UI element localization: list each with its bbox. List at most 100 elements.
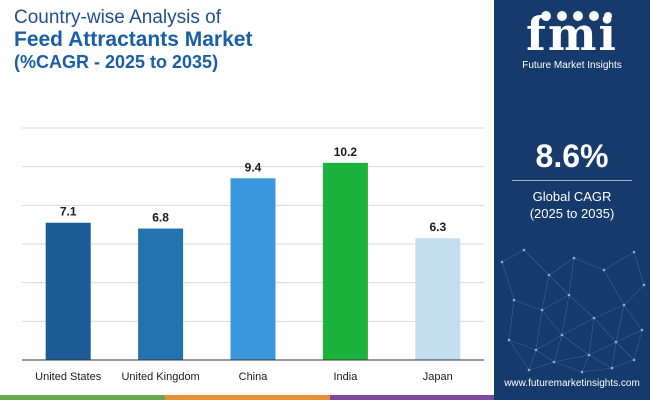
bar-united-kingdom [138, 228, 184, 360]
network-line [528, 349, 537, 371]
bar-china [230, 178, 276, 360]
network-line [581, 354, 590, 373]
network-line [615, 341, 635, 361]
network-line [633, 251, 645, 286]
bar-chart: 7.1 6.8 9.4 10.2 6.3 United States United Kin… [22, 127, 484, 383]
tick-label-united-states: United States [35, 371, 102, 383]
network-line [615, 304, 625, 343]
network-line [603, 269, 625, 306]
network-line [588, 354, 613, 369]
value-label-united-states: 7.1 [60, 205, 77, 219]
network-line [588, 341, 617, 356]
network-line [561, 294, 570, 336]
network-dot [512, 298, 516, 302]
website-link[interactable]: www.futuremarketinsights.com [504, 378, 640, 389]
network-line [548, 274, 570, 296]
network-dot [567, 293, 571, 297]
network-line [553, 334, 563, 363]
tick-label-united-kingdom: United Kingdom [121, 371, 199, 383]
network-line [541, 309, 563, 336]
network-dot [500, 260, 504, 264]
network-line [593, 317, 617, 343]
strip-segment [330, 395, 494, 400]
network-line [523, 249, 550, 276]
tick-label-japan: Japan [423, 371, 453, 383]
network-line [573, 257, 605, 271]
network-line [633, 329, 643, 361]
x-tick-labels: United States United Kingdom China India Jap… [35, 371, 453, 383]
value-label-united-kingdom: 6.8 [152, 211, 169, 225]
network-line [561, 334, 590, 356]
network-dot [547, 273, 551, 277]
company-logo: fmi Future Market Insights [494, 8, 650, 71]
bar-united-states [45, 222, 91, 360]
network-dot [560, 333, 564, 337]
tick-label-china: China [239, 371, 269, 383]
network-line [603, 251, 635, 271]
network-dot [527, 368, 531, 372]
network-dot [507, 338, 511, 342]
value-label-japan: 6.3 [429, 220, 446, 234]
network-line [581, 367, 613, 373]
network-line [541, 294, 570, 311]
network-dot [614, 340, 618, 344]
network-line [561, 317, 595, 336]
strip-segment [0, 395, 165, 400]
network-line [553, 361, 583, 373]
bars [45, 162, 461, 360]
network-dot [534, 348, 538, 352]
network-dot [522, 248, 526, 252]
network-dot [540, 308, 544, 312]
network-line [615, 329, 643, 343]
bar-japan [415, 238, 461, 360]
cagr-divider [512, 180, 632, 181]
network-line [541, 274, 550, 311]
network-line [623, 284, 645, 306]
global-cagr-period: (2025 to 2035) [529, 206, 615, 221]
value-label-india: 10.2 [334, 145, 358, 159]
network-dot [610, 366, 614, 370]
strip-segment [165, 395, 330, 400]
network-line [568, 294, 595, 319]
value-label-china: 9.4 [245, 160, 262, 174]
network-line [501, 261, 515, 301]
title-line-2: Feed Attractants Market [14, 28, 253, 51]
network-dot [640, 328, 644, 332]
network-line [593, 304, 625, 319]
network-line [508, 339, 537, 351]
network-line [548, 257, 575, 276]
network-dot [572, 256, 576, 260]
network-line [535, 349, 555, 363]
title-line-3: (%CAGR - 2025 to 2035) [14, 52, 219, 72]
global-cagr-label: Global CAGR [532, 189, 612, 204]
network-line [508, 299, 515, 341]
network-dot [587, 353, 591, 357]
logo-subtitle: Future Market Insights [522, 60, 622, 71]
bar-india [322, 162, 368, 360]
logo-icons [541, 11, 612, 21]
strip-segment [494, 395, 650, 400]
network-line [611, 359, 635, 369]
network-decoration [500, 248, 646, 374]
global-cagr-value: 8.6% [535, 138, 609, 174]
network-line [501, 249, 525, 263]
network-line [535, 309, 543, 351]
network-dot [632, 358, 636, 362]
network-dot [602, 268, 606, 272]
network-line [528, 361, 555, 371]
value-labels: 7.1 6.8 9.4 10.2 6.3 [60, 145, 447, 234]
title-line-1: Country-wise Analysis of [14, 7, 221, 28]
network-line [611, 341, 617, 369]
network-line [553, 354, 590, 363]
summary-sidebar: fmi Future Market Insights 8.6% Global C… [494, 0, 650, 400]
logo-mark: fmi [526, 7, 618, 61]
network-line [535, 334, 563, 351]
network-dot [552, 360, 556, 364]
network-line [623, 304, 643, 331]
network-dot [580, 370, 584, 374]
network-dot [592, 316, 596, 320]
tick-label-india: India [333, 371, 358, 383]
network-dot [642, 283, 646, 287]
network-line [513, 299, 543, 311]
network-line [588, 317, 595, 356]
